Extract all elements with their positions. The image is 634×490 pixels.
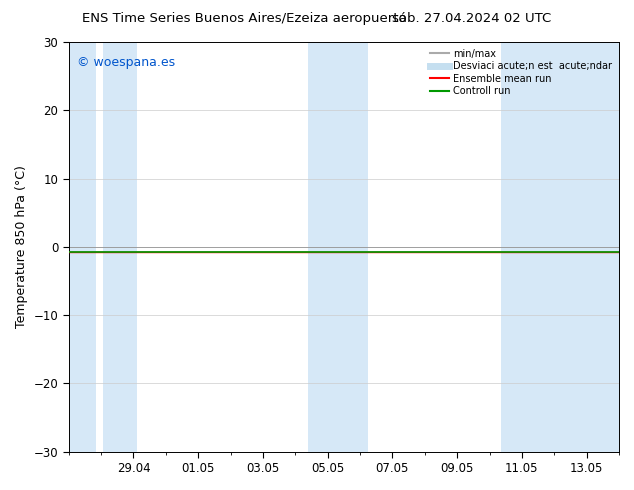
Text: © woespana.es: © woespana.es [77,56,175,70]
Bar [68,42,96,452]
Bar [308,42,368,452]
Text: ENS Time Series Buenos Aires/Ezeiza aeropuerto: ENS Time Series Buenos Aires/Ezeiza aero… [82,12,407,25]
Text: sáb. 27.04.2024 02 UTC: sáb. 27.04.2024 02 UTC [392,12,552,25]
Legend: min/max, Desviaci acute;n est  acute;ndar, Ensemble mean run, Controll run: min/max, Desviaci acute;n est acute;ndar… [426,45,616,100]
Y-axis label: Temperature 850 hPa (°C): Temperature 850 hPa (°C) [15,166,28,328]
Bar [501,42,619,452]
Bar [103,42,137,452]
